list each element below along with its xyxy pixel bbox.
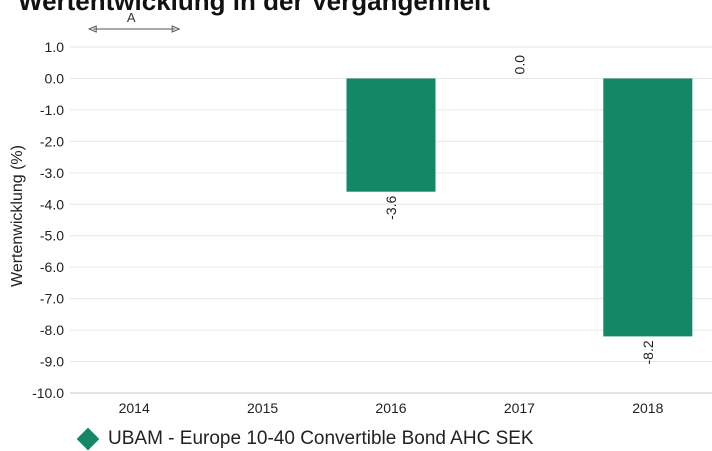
legend: UBAM - Europe 10-40 Convertible Bond AHC… bbox=[76, 427, 534, 451]
bar bbox=[346, 78, 436, 192]
annotation: A bbox=[87, 10, 181, 33]
y-tick-label: 1.0 bbox=[45, 39, 65, 55]
arrow-left-icon bbox=[87, 25, 97, 33]
x-tick-label: 2016 bbox=[375, 400, 406, 416]
x-tick-label: 2018 bbox=[632, 400, 663, 416]
y-tick-label: -10.0 bbox=[32, 385, 64, 401]
y-tick-label: -5.0 bbox=[40, 228, 64, 244]
data-label: 0.0 bbox=[511, 55, 527, 75]
x-tick-label: 2014 bbox=[119, 400, 150, 416]
y-tick-label: 0.0 bbox=[45, 70, 65, 86]
y-tick-label: -3.0 bbox=[40, 165, 64, 181]
y-tick-label: -8.0 bbox=[40, 322, 64, 338]
y-tick-label: -7.0 bbox=[40, 291, 64, 307]
annotation-label: A bbox=[127, 10, 136, 25]
y-tick-label: -6.0 bbox=[40, 259, 64, 275]
data-label: -8.2 bbox=[640, 340, 656, 364]
chart-title: Wertentwicklung in der Vergangenheit bbox=[18, 0, 490, 16]
legend-marker-icon bbox=[76, 427, 100, 451]
axes: 1.0 0.0 -1.0 -2.0 -3.0 -4.0 -5.0 -6.0 -7.0 -8.0 -9… bbox=[32, 39, 712, 416]
y-tick-label: -4.0 bbox=[40, 196, 64, 212]
arrow-right-icon bbox=[171, 25, 181, 33]
data-labels: -3.6 0.0 -8.2 bbox=[383, 55, 656, 365]
bars bbox=[346, 78, 693, 337]
legend-label: UBAM - Europe 10-40 Convertible Bond AHC… bbox=[108, 428, 534, 449]
bar bbox=[603, 78, 693, 337]
data-label: -3.6 bbox=[383, 195, 399, 219]
y-tick-label: -1.0 bbox=[40, 102, 64, 118]
y-axis-title: Wertenwicklung (%) bbox=[9, 145, 26, 287]
x-tick-label: 2015 bbox=[247, 400, 278, 416]
y-tick-label: -2.0 bbox=[40, 133, 64, 149]
x-tick-label: 2017 bbox=[504, 400, 535, 416]
y-tick-label: -9.0 bbox=[40, 354, 64, 370]
